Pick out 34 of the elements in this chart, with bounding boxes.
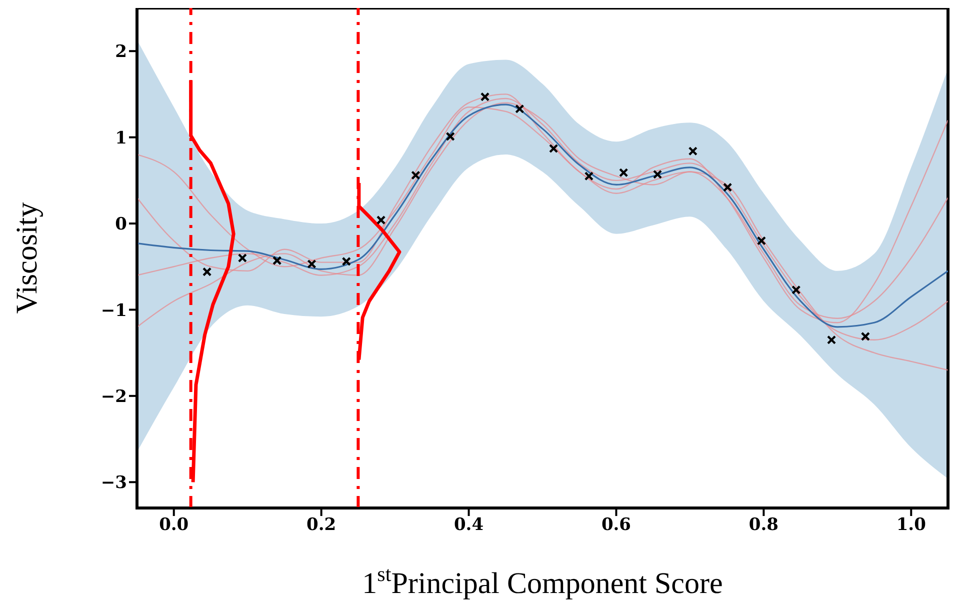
point (652, 170, 662, 179)
point (515, 104, 524, 114)
point (202, 267, 212, 276)
point (860, 332, 870, 342)
x-tick-label: 0.4 (454, 515, 484, 536)
point (584, 172, 594, 181)
point (272, 256, 282, 266)
y-tick-label: 1 (115, 128, 127, 148)
y-tick-label: −1 (100, 300, 127, 321)
y-tick-label: −3 (100, 473, 127, 494)
y-tick-label: 0 (115, 214, 128, 235)
point (548, 144, 558, 154)
point (342, 256, 351, 266)
point (480, 92, 490, 102)
point (792, 285, 801, 294)
point (411, 170, 420, 180)
x-tick-label: 0.6 (601, 515, 632, 536)
x-tick-label: 0.2 (306, 515, 336, 536)
y-tick-label: −2 (100, 386, 127, 407)
point (238, 253, 248, 263)
point (722, 182, 732, 192)
x-axis-title: 1$^{st}$Principal Component Score (362, 562, 723, 600)
x-tick-label: 1.0 (896, 515, 926, 536)
y-tick-label: 2 (115, 42, 127, 62)
point (307, 259, 316, 269)
x-tick-label: 0.0 (159, 515, 189, 536)
point (619, 168, 628, 178)
point (756, 236, 766, 246)
point (446, 132, 455, 142)
y-axis-title: Viscosity (10, 202, 44, 314)
point (688, 146, 698, 156)
point (826, 335, 836, 344)
point (376, 215, 386, 225)
x-tick-label: 0.8 (748, 515, 778, 536)
